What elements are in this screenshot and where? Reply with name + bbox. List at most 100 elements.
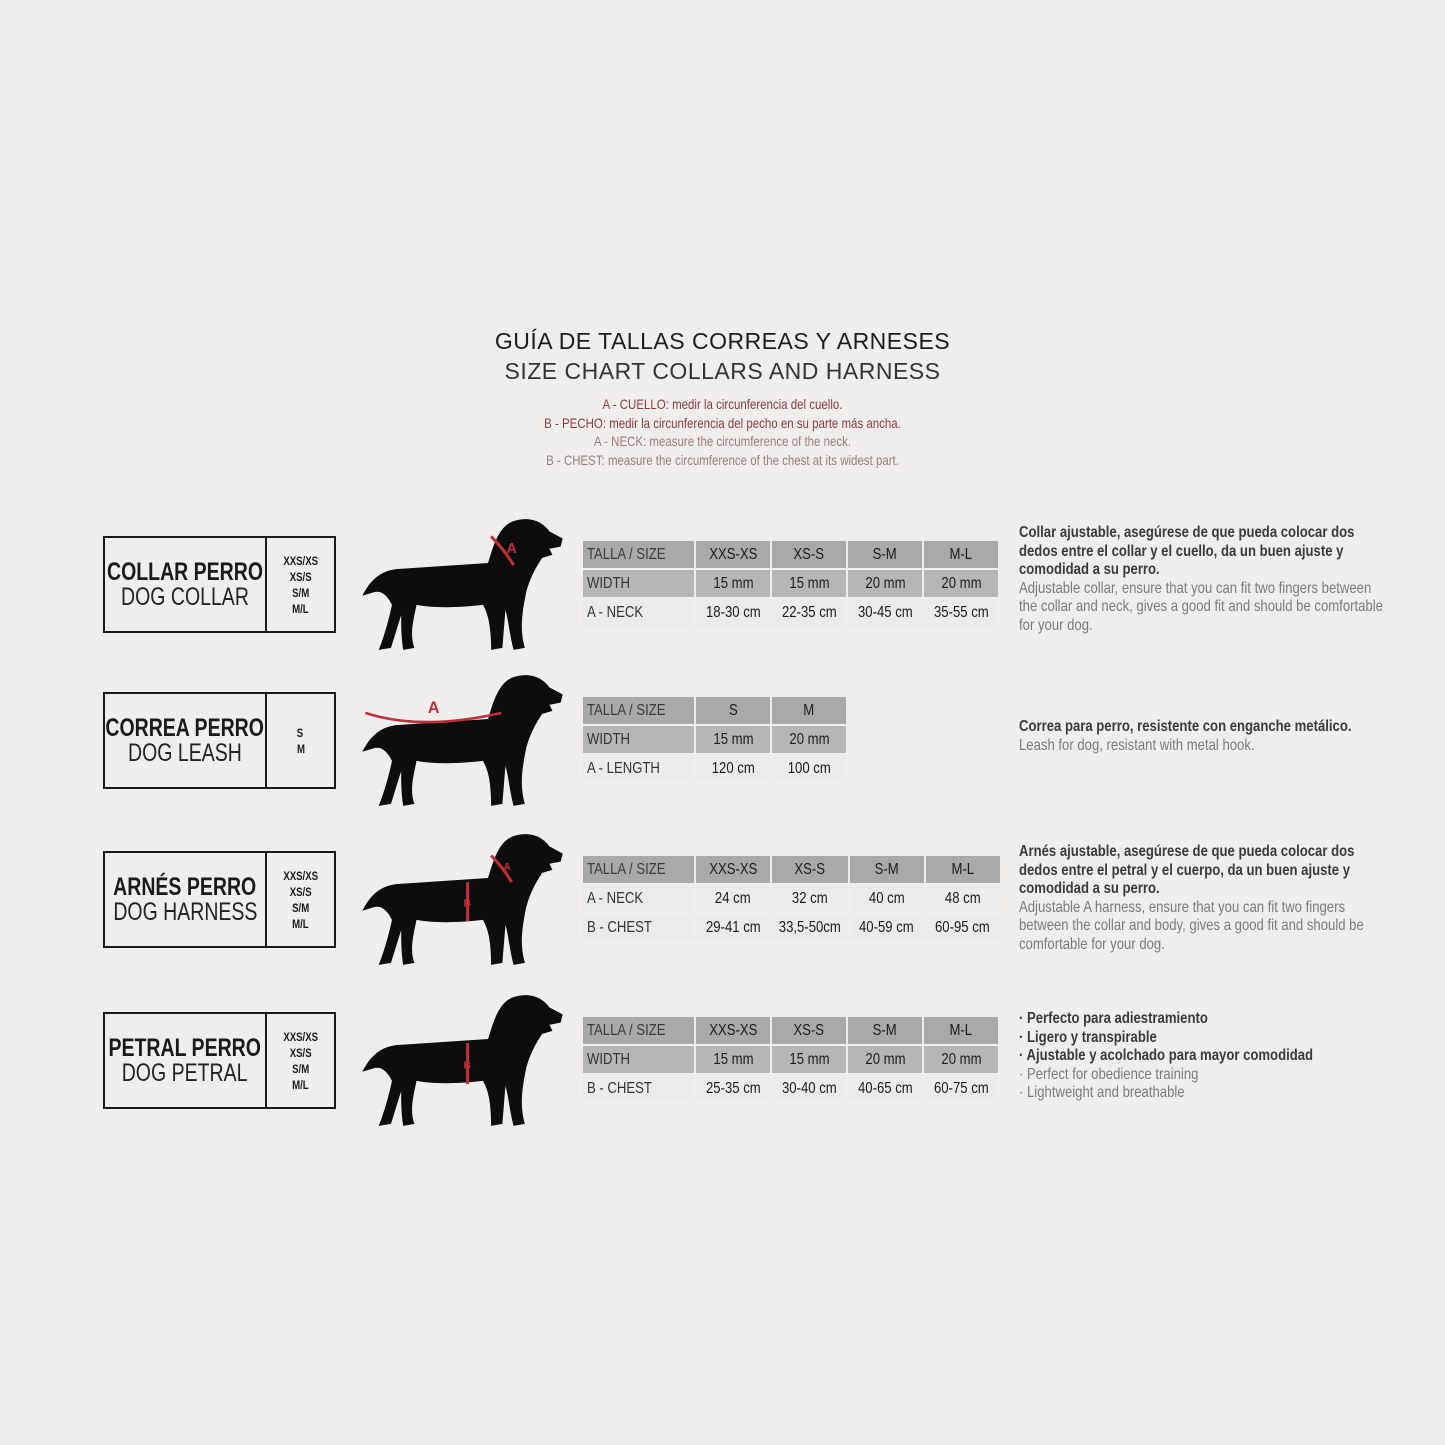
table-header-cell: M (772, 697, 846, 724)
marker-a: A (503, 862, 511, 873)
size-item: M/L (292, 1077, 309, 1092)
table-row: WIDTH 15 mm 15 mm 20 mm 20 mm (583, 570, 998, 597)
size-list: XXS/XS XS/S S/M M/L (267, 853, 334, 946)
description-es-line: comodidad a su perro. (1019, 880, 1160, 897)
product-name-en: DOG COLLAR (121, 582, 249, 611)
description-en-line: between the collar and body, gives a goo… (1019, 917, 1364, 934)
size-item: S/M (291, 1061, 310, 1076)
table-cell: B - CHEST (583, 1075, 694, 1102)
table-header-cell: M-L (925, 856, 1000, 883)
dog-silhouette-icon: A (362, 675, 563, 806)
description-en-line: Adjustable A harness, ensure that you ca… (1019, 898, 1346, 916)
table-cell: 20 mm (848, 1046, 922, 1073)
description-es-line: Correa para perro, resistente con enganc… (1019, 718, 1352, 735)
note-chest-es: B - PECHO: medir la circunferencia del p… (544, 415, 901, 431)
table-cell: 40-65 cm (848, 1075, 922, 1102)
table-header-cell: S-M (849, 856, 924, 883)
size-item: XXS/XS (283, 553, 318, 568)
product-description: Collar ajustable, asegúrese de que pueda… (1019, 524, 1383, 635)
table-header-row: TALLA / SIZE S M (583, 697, 846, 724)
table-cell: 29-41 cm (696, 914, 770, 941)
table-cell: 20 mm (848, 570, 922, 597)
description-en-line: Leash for dog, resistant with metal hook… (1019, 736, 1255, 754)
table-header-cell: XS-S (772, 856, 848, 883)
table-row: B - CHEST 29-41 cm 33,5-50cm 40-59 cm 60-95 … (583, 914, 1000, 941)
neck-measure-line (490, 535, 515, 566)
size-item: M/L (292, 601, 309, 616)
marker-a: A (506, 541, 516, 557)
table-cell: 15 mm (772, 570, 846, 597)
table-header-row: TALLA / SIZE XXS-XS XS-S S-M M-L (583, 1017, 998, 1044)
size-item: S/M (291, 900, 310, 915)
table-header-cell: XXS-XS (696, 856, 770, 883)
product-name-en: DOG LEASH (128, 738, 242, 767)
product-name-en: DOG PETRAL (122, 1058, 248, 1087)
table-cell: WIDTH (583, 570, 694, 597)
table-cell: 60-75 cm (924, 1075, 998, 1102)
table-cell: 48 cm (925, 885, 1000, 912)
table-header-cell: TALLA / SIZE (583, 697, 694, 724)
table-cell: 30-45 cm (848, 599, 922, 626)
size-table: TALLA / SIZE XXS-XS XS-S S-M M-L WIDTH 15 mm 1… (581, 539, 1000, 628)
description-en-line: · Lightweight and breathable (1019, 1084, 1185, 1101)
table-header-row: TALLA / SIZE XXS-XS XS-S S-M M-L (583, 541, 998, 568)
size-item: XS/S (289, 884, 312, 899)
table-header-cell: TALLA / SIZE (583, 541, 694, 568)
product-name-es: ARNÉS PERRO (113, 872, 257, 901)
size-table: TALLA / SIZE XXS-XS XS-S S-M M-L WIDTH 15 mm 1… (581, 1015, 1000, 1104)
table-cell: WIDTH (583, 726, 694, 753)
table-cell: 18-30 cm (696, 599, 770, 626)
table-cell: 25-35 cm (696, 1075, 770, 1102)
table-cell: 15 mm (772, 1046, 846, 1073)
table-row: B - CHEST 25-35 cm 30-40 cm 40-65 cm 60-75 c… (583, 1075, 998, 1102)
note-neck-en: A - NECK: measure the circumference of t… (593, 433, 852, 449)
product-name-en: DOG HARNESS (112, 897, 258, 926)
size-list: XXS/XS XS/S S/M M/L (267, 1014, 334, 1107)
table-cell: 15 mm (696, 570, 770, 597)
description-es-line: · Ajustable y acolchado para mayor comod… (1019, 1047, 1314, 1064)
section-dog-collar: COLLAR PERRO DOG COLLAR XXS/XS XS/S S/M M/L… (0, 519, 1445, 676)
size-table: TALLA / SIZE S M WIDTH 15 mm 20 mm A - LENGTH… (581, 695, 848, 784)
table-cell: WIDTH (583, 1046, 694, 1073)
table-cell: 60-95 cm (925, 914, 1000, 941)
table-cell: B - CHEST (583, 914, 694, 941)
description-en-line: for your dog. (1019, 616, 1093, 634)
table-cell: 33,5-50cm (772, 914, 848, 941)
description-es-line: dedos entre el collar y el cuello, da un… (1019, 542, 1344, 560)
description-es-line: Arnés ajustable, asegúrese de que pueda … (1019, 843, 1355, 860)
page-subtitle: SIZE CHART COLLARS AND HARNESS (504, 358, 941, 384)
dog-silhouette-icon: AB (362, 834, 563, 965)
note-neck-es: A - CUELLO: medir la circunferencia del … (602, 396, 843, 412)
table-row: WIDTH 15 mm 15 mm 20 mm 20 mm (583, 1046, 998, 1073)
table-cell: 20 mm (924, 1046, 998, 1073)
product-name-es: CORREA PERRO (105, 713, 265, 742)
page-title: GUÍA DE TALLAS CORREAS Y ARNESES (494, 328, 951, 354)
harness-measure-lines (466, 854, 513, 921)
table-header-cell: S-M (848, 541, 922, 568)
size-item: XS/S (289, 1045, 312, 1060)
product-description: · Perfecto para adiestramiento · Ligero y… (1019, 1010, 1379, 1103)
dog-silhouette-icon: B (362, 995, 563, 1126)
table-header-row: TALLA / SIZE XXS-XS XS-S S-M M-L (583, 856, 1000, 883)
table-cell: 35-55 cm (924, 599, 998, 626)
table-header-cell: M-L (924, 541, 998, 568)
table-cell: 40 cm (849, 885, 924, 912)
table-cell: 20 mm (772, 726, 846, 753)
description-en-line: the collar and neck, gives a good fit an… (1019, 598, 1383, 615)
table-header-cell: XXS-XS (696, 1017, 770, 1044)
size-item: S (297, 725, 304, 740)
note-chest-en: B - CHEST: measure the circumference of … (546, 452, 899, 468)
product-name-es: PETRAL PERRO (108, 1033, 262, 1062)
marker-b: B (464, 899, 471, 910)
table-header-cell: XS-S (772, 541, 846, 568)
product-label-box: ARNÉS PERRO DOG HARNESS XXS/XS XS/S S/M M/L (103, 851, 336, 948)
table-header-cell: S-M (848, 1017, 922, 1044)
description-en-line: · Perfect for obedience training (1019, 1065, 1199, 1083)
description-en-line: Adjustable collar, ensure that you can f… (1019, 579, 1372, 597)
length-measure-line (364, 711, 502, 724)
table-cell: 100 cm (772, 755, 846, 782)
description-es-line: · Perfecto para adiestramiento (1019, 1010, 1208, 1027)
table-cell: A - LENGTH (583, 755, 694, 782)
